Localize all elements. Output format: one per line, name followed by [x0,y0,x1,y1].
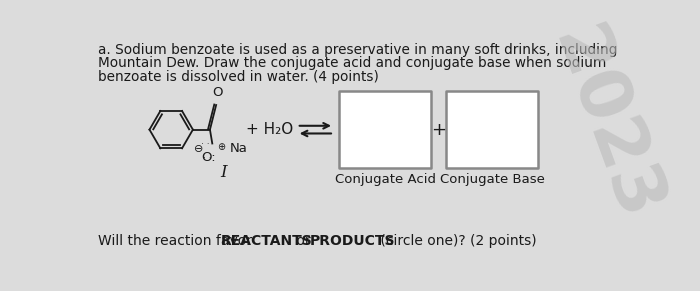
Text: · ·: · · [202,155,211,163]
Text: + H₂O: + H₂O [246,122,293,137]
Text: PRODUCTS: PRODUCTS [310,234,396,248]
Text: Will the reaction favor: Will the reaction favor [98,234,257,248]
Text: REACTANTS: REACTANTS [221,234,313,248]
Bar [340,91,430,168]
Text: ⊖: ⊖ [195,144,204,154]
Bar [447,91,538,168]
Text: Conjugate Acid: Conjugate Acid [335,173,435,186]
Text: Conjugate Base: Conjugate Base [440,173,545,186]
Text: Mountain Dew. Draw the conjugate acid and conjugate base when sodium: Mountain Dew. Draw the conjugate acid an… [98,56,607,70]
Text: · ·: · · [201,140,209,149]
Text: +: + [431,121,446,139]
Text: 2023: 2023 [538,18,672,230]
Text: benzoate is dissolved in water. (4 points): benzoate is dissolved in water. (4 point… [98,70,379,84]
Text: O: O [213,86,223,99]
Text: O:: O: [201,151,216,164]
Text: (circle one)? (2 points): (circle one)? (2 points) [377,234,537,248]
Text: ⊕: ⊕ [217,142,225,152]
Text: I: I [220,164,226,181]
Text: a. Sodium benzoate is used as a preservative in many soft drinks, including: a. Sodium benzoate is used as a preserva… [98,42,617,57]
Text: or: or [292,234,315,248]
Text: Na: Na [230,142,248,155]
